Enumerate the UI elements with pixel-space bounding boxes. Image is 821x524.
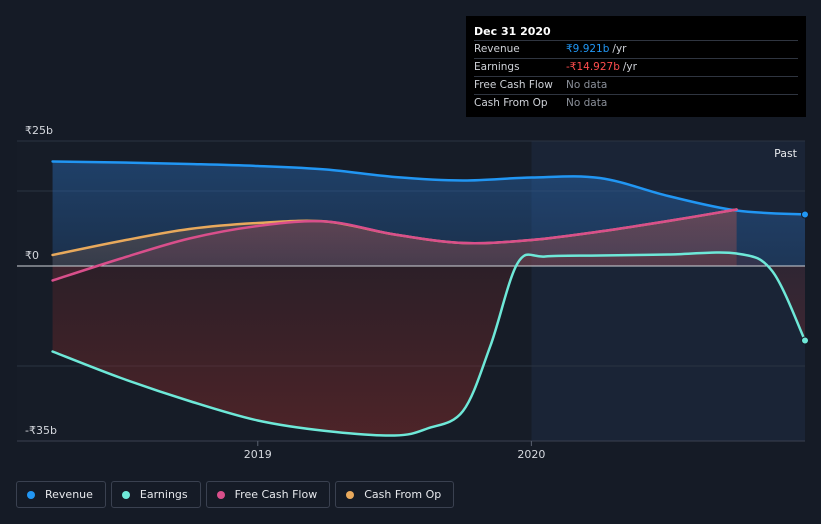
- earnings-line: [51, 251, 807, 437]
- tooltip-row-revenue: Revenue ₹9.921b /yr: [474, 40, 798, 58]
- tooltip-value: No data: [566, 79, 608, 91]
- tooltip-label: Cash From Op: [474, 97, 548, 109]
- tooltip: Dec 31 2020 Revenue ₹9.921b /yr Earnings…: [466, 16, 806, 117]
- x-tick-label: 2019: [244, 448, 272, 461]
- tooltip-unit: /yr: [622, 61, 637, 73]
- legend-item-cash-from-op[interactable]: Cash From Op: [335, 481, 455, 508]
- tooltip-label: Earnings: [474, 61, 520, 73]
- earnings-area: [52, 252, 805, 436]
- free-cash-flow-dot-icon: [216, 490, 225, 499]
- x-tick-label: 2020: [517, 448, 545, 461]
- y-tick-label: ₹0: [25, 249, 39, 262]
- legend-item-free-cash-flow[interactable]: Free Cash Flow: [205, 481, 331, 508]
- y-tick-label: -₹35b: [25, 424, 57, 437]
- tooltip-row-cfo: Cash From Op No data: [474, 94, 798, 112]
- legend-label: Revenue: [45, 488, 93, 501]
- tooltip-label: Free Cash Flow: [474, 79, 553, 91]
- earnings-end-marker: [801, 336, 809, 345]
- tooltip-row-earnings: Earnings -₹14.927b /yr: [474, 58, 798, 76]
- tooltip-date: Dec 31 2020: [474, 25, 551, 38]
- chart-canvas: ₹25b ₹0 -₹35b 2019 2020 Past: [17, 124, 809, 461]
- tooltip-value: No data: [566, 97, 608, 109]
- y-tick-label: ₹25b: [25, 124, 53, 137]
- legend-label: Free Cash Flow: [234, 488, 318, 501]
- tooltip-label: Revenue: [474, 43, 520, 55]
- tooltip-value: ₹9.921b: [566, 43, 610, 55]
- earnings-dot-icon: [121, 490, 130, 499]
- cash-from-op-dot-icon: [346, 490, 355, 499]
- legend: Revenue Earnings Free Cash Flow Cash Fro…: [16, 481, 455, 508]
- legend-label: Earnings: [139, 488, 188, 501]
- free-cash-flow-line: [51, 208, 738, 282]
- tooltip-row-fcf: Free Cash Flow No data: [474, 76, 798, 94]
- legend-item-revenue[interactable]: Revenue: [16, 481, 106, 508]
- tooltip-value: -₹14.927b: [566, 61, 620, 73]
- revenue-dot-icon: [27, 490, 35, 499]
- revenue-line: [51, 160, 807, 216]
- past-label: Past: [774, 147, 798, 160]
- legend-label: Cash From Op: [364, 488, 442, 501]
- tooltip-unit: /yr: [612, 43, 627, 55]
- revenue-end-marker: [801, 210, 809, 219]
- legend-item-earnings[interactable]: Earnings: [110, 481, 201, 508]
